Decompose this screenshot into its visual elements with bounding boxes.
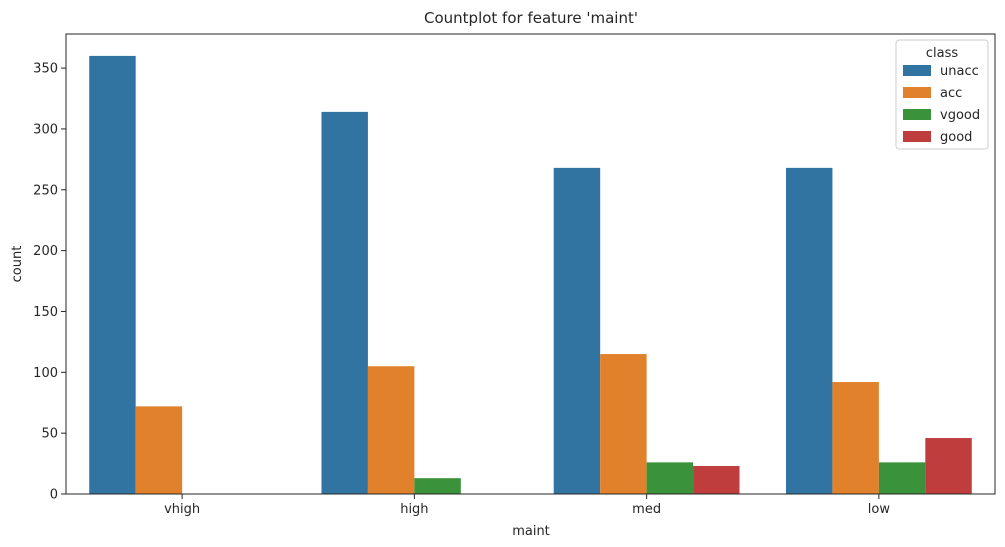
y-tick-label: 350 [33, 62, 58, 77]
y-axis-label: count [10, 246, 25, 283]
x-tick-label: low [868, 502, 891, 517]
x-axis-label: maint [512, 524, 550, 539]
y-tick-label: 250 [33, 183, 58, 198]
y-tick-label: 100 [33, 366, 58, 381]
legend-swatch-vgood [903, 109, 931, 120]
bar-good-low [925, 438, 972, 494]
bars-group [89, 55, 972, 495]
y-tick-label: 300 [33, 122, 58, 137]
legend-title: class [926, 46, 958, 61]
bar-vgood-low [878, 462, 926, 494]
legend-label-vgood: vgood [940, 108, 980, 123]
legend-label-good: good [940, 130, 972, 145]
bar-unacc-low [785, 167, 833, 494]
legend: class unacc acc vgood good [895, 39, 989, 150]
bar-unacc-med [553, 167, 601, 494]
bar-vgood-high [414, 478, 461, 494]
bar-vgood-med [646, 462, 694, 494]
bar-good-med [693, 466, 740, 494]
y-tick-label: 150 [33, 305, 58, 320]
bar-unacc-vhigh [89, 55, 136, 495]
chart-title: Countplot for feature 'maint' [424, 9, 638, 27]
legend-swatch-good [903, 131, 931, 142]
legend-label-unacc: unacc [940, 64, 979, 79]
bar-acc-high [367, 366, 415, 494]
x-tick-label: high [400, 502, 428, 517]
legend-swatch-unacc [903, 65, 931, 76]
y-tick-label: 0 [50, 488, 58, 503]
y-tick-label: 50 [41, 427, 58, 442]
x-axis: vhigh high med low [164, 494, 890, 517]
bar-acc-vhigh [135, 406, 183, 494]
bar-acc-low [832, 382, 879, 494]
legend-swatch-acc [903, 87, 931, 98]
y-axis: 0 50 100 150 200 250 300 350 [33, 62, 66, 503]
x-tick-label: vhigh [164, 502, 200, 517]
plot-frame [65, 33, 996, 495]
x-tick-label: med [632, 502, 661, 517]
y-tick-label: 200 [33, 244, 58, 259]
bar-acc-med [600, 354, 647, 494]
bar-unacc-high [321, 111, 368, 494]
legend-label-acc: acc [940, 86, 962, 101]
